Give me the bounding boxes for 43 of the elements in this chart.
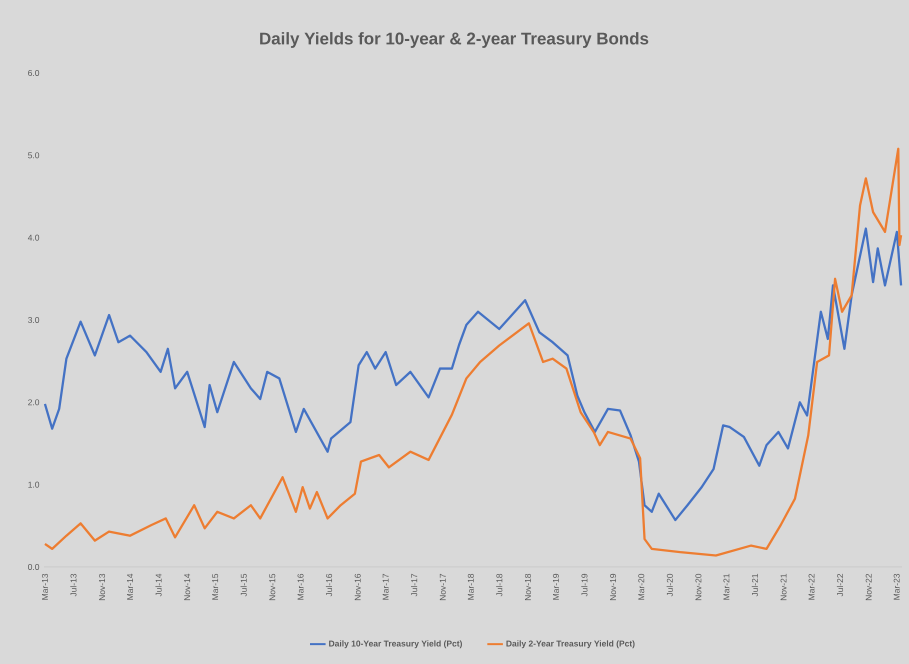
x-tick-label: Nov-13 — [99, 574, 106, 600]
x-tick-label: Mar-13 — [42, 574, 48, 600]
x-tick-label: Jul-19 — [581, 574, 588, 596]
x-tick-label: Mar-17 — [382, 574, 389, 600]
x-tick-label: Jul-13 — [70, 574, 76, 596]
x-tick-label: Nov-18 — [524, 574, 531, 600]
y-tick-label: 4.0 — [28, 234, 40, 241]
x-tick-label: Nov-17 — [440, 574, 446, 600]
x-tick-label: Jul-20 — [666, 574, 673, 596]
x-tick-label: Jul-14 — [155, 574, 162, 596]
x-tick-label: Mar-16 — [298, 574, 304, 600]
y-tick-label: 3.0 — [28, 316, 40, 323]
x-tick-label: Nov-16 — [354, 574, 361, 600]
legend-label: Daily 2-Year Treasury Yield (Pct) — [506, 640, 635, 648]
legend-label: Daily 10-Year Treasury Yield (Pct) — [329, 640, 462, 648]
y-tick-label: 0.0 — [28, 564, 40, 570]
x-tick-label: Nov-14 — [184, 574, 190, 600]
x-tick-label: Mar-22 — [808, 574, 815, 600]
y-tick-label: 1.0 — [28, 482, 40, 488]
x-tick-label: Jul-17 — [411, 574, 418, 596]
line-series — [44, 148, 902, 557]
x-tick-label: Jul-18 — [496, 574, 502, 596]
x-tick-label: Mar-19 — [552, 574, 559, 600]
x-tick-label: Jul-15 — [240, 574, 247, 596]
x-tick-label: Nov-20 — [695, 574, 702, 600]
chart-title: Daily Yields for 10-year & 2-year Treasury Bonds — [260, 32, 648, 48]
x-tick-label: Mar-18 — [468, 574, 474, 600]
x-tick-label: Jul-21 — [752, 574, 758, 596]
line-series — [44, 227, 902, 522]
x-tick-label: Mar-21 — [723, 574, 730, 600]
x-tick-label: Mar-23 — [894, 574, 900, 600]
y-tick-label: 5.0 — [28, 152, 40, 158]
x-tick-label: Nov-21 — [780, 574, 787, 600]
y-tick-label: 6.0 — [28, 70, 40, 76]
x-tick-label: Jul-22 — [836, 574, 844, 596]
x-tick-label: Mar-15 — [212, 574, 218, 600]
y-tick-label: 2.0 — [28, 399, 40, 406]
x-tick-label: Jul-16 — [326, 574, 332, 596]
x-tick-label: Mar-14 — [127, 574, 134, 600]
x-tick-label: Nov-22 — [866, 574, 872, 600]
x-tick-label: Mar-20 — [638, 574, 644, 600]
x-tick-label: Nov-15 — [269, 574, 276, 600]
x-tick-label: Nov-19 — [610, 574, 616, 600]
